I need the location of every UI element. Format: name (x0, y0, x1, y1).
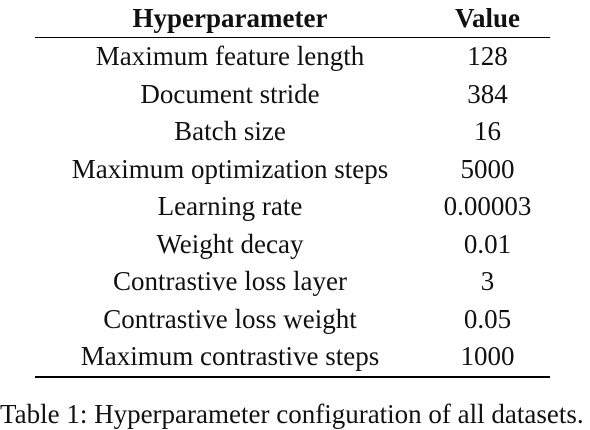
column-header-hyperparameter: Hyperparameter (132, 3, 328, 33)
column-header-value: Value (454, 3, 521, 33)
hyperparameter-value: 1000 (460, 341, 515, 371)
hyperparameter-value: 0.01 (463, 228, 512, 259)
hyperparameter-value: 0.05 (463, 303, 512, 334)
hyperparameter-value: 0.00003 (443, 191, 532, 221)
table-row: Contrastive loss weight 0.05 (35, 301, 550, 339)
table-row: Learning rate 0.00003 (35, 188, 550, 226)
table-row: Batch size 16 (35, 113, 550, 151)
hyperparameter-name: Learning rate (157, 191, 303, 221)
table-row: Weight decay 0.01 (35, 226, 550, 264)
hyperparameter-name: Document stride (140, 78, 320, 109)
bottom-rule (35, 375, 550, 378)
hyperparameter-value: 128 (467, 41, 508, 71)
table: Hyperparameter Value (35, 0, 550, 37)
table-caption: Table 1: Hyperparameter configuration of… (0, 399, 584, 429)
hyperparameter-name: Contrastive loss weight (103, 303, 357, 334)
hyperparameter-name: Batch size (174, 116, 286, 146)
hyperparameter-table: Hyperparameter Value Maximum feature len… (35, 0, 550, 378)
table-row: Maximum contrastive steps 1000 (35, 338, 550, 376)
table-row: Document stride 384 (35, 76, 550, 114)
hyperparameter-value: 16 (474, 116, 501, 146)
header-rule (35, 37, 550, 38)
hyperparameter-value: 5000 (460, 153, 515, 184)
table-row: Contrastive loss layer 3 (35, 263, 550, 301)
table-row: Maximum optimization steps 5000 (35, 151, 550, 189)
hyperparameter-name: Weight decay (156, 228, 304, 259)
hyperparameter-name: Maximum contrastive steps (80, 341, 380, 371)
header-row: Hyperparameter Value (35, 0, 550, 37)
hyperparameter-value: 384 (467, 78, 508, 109)
hyperparameter-name: Maximum optimization steps (71, 153, 389, 184)
table-row: Maximum feature length 128 (35, 38, 550, 76)
hyperparameter-name: Contrastive loss layer (113, 266, 347, 296)
hyperparameter-value: 3 (480, 266, 495, 296)
table-body: Maximum feature length 128 Document stri… (35, 38, 550, 376)
hyperparameter-name: Maximum feature length (95, 41, 365, 71)
